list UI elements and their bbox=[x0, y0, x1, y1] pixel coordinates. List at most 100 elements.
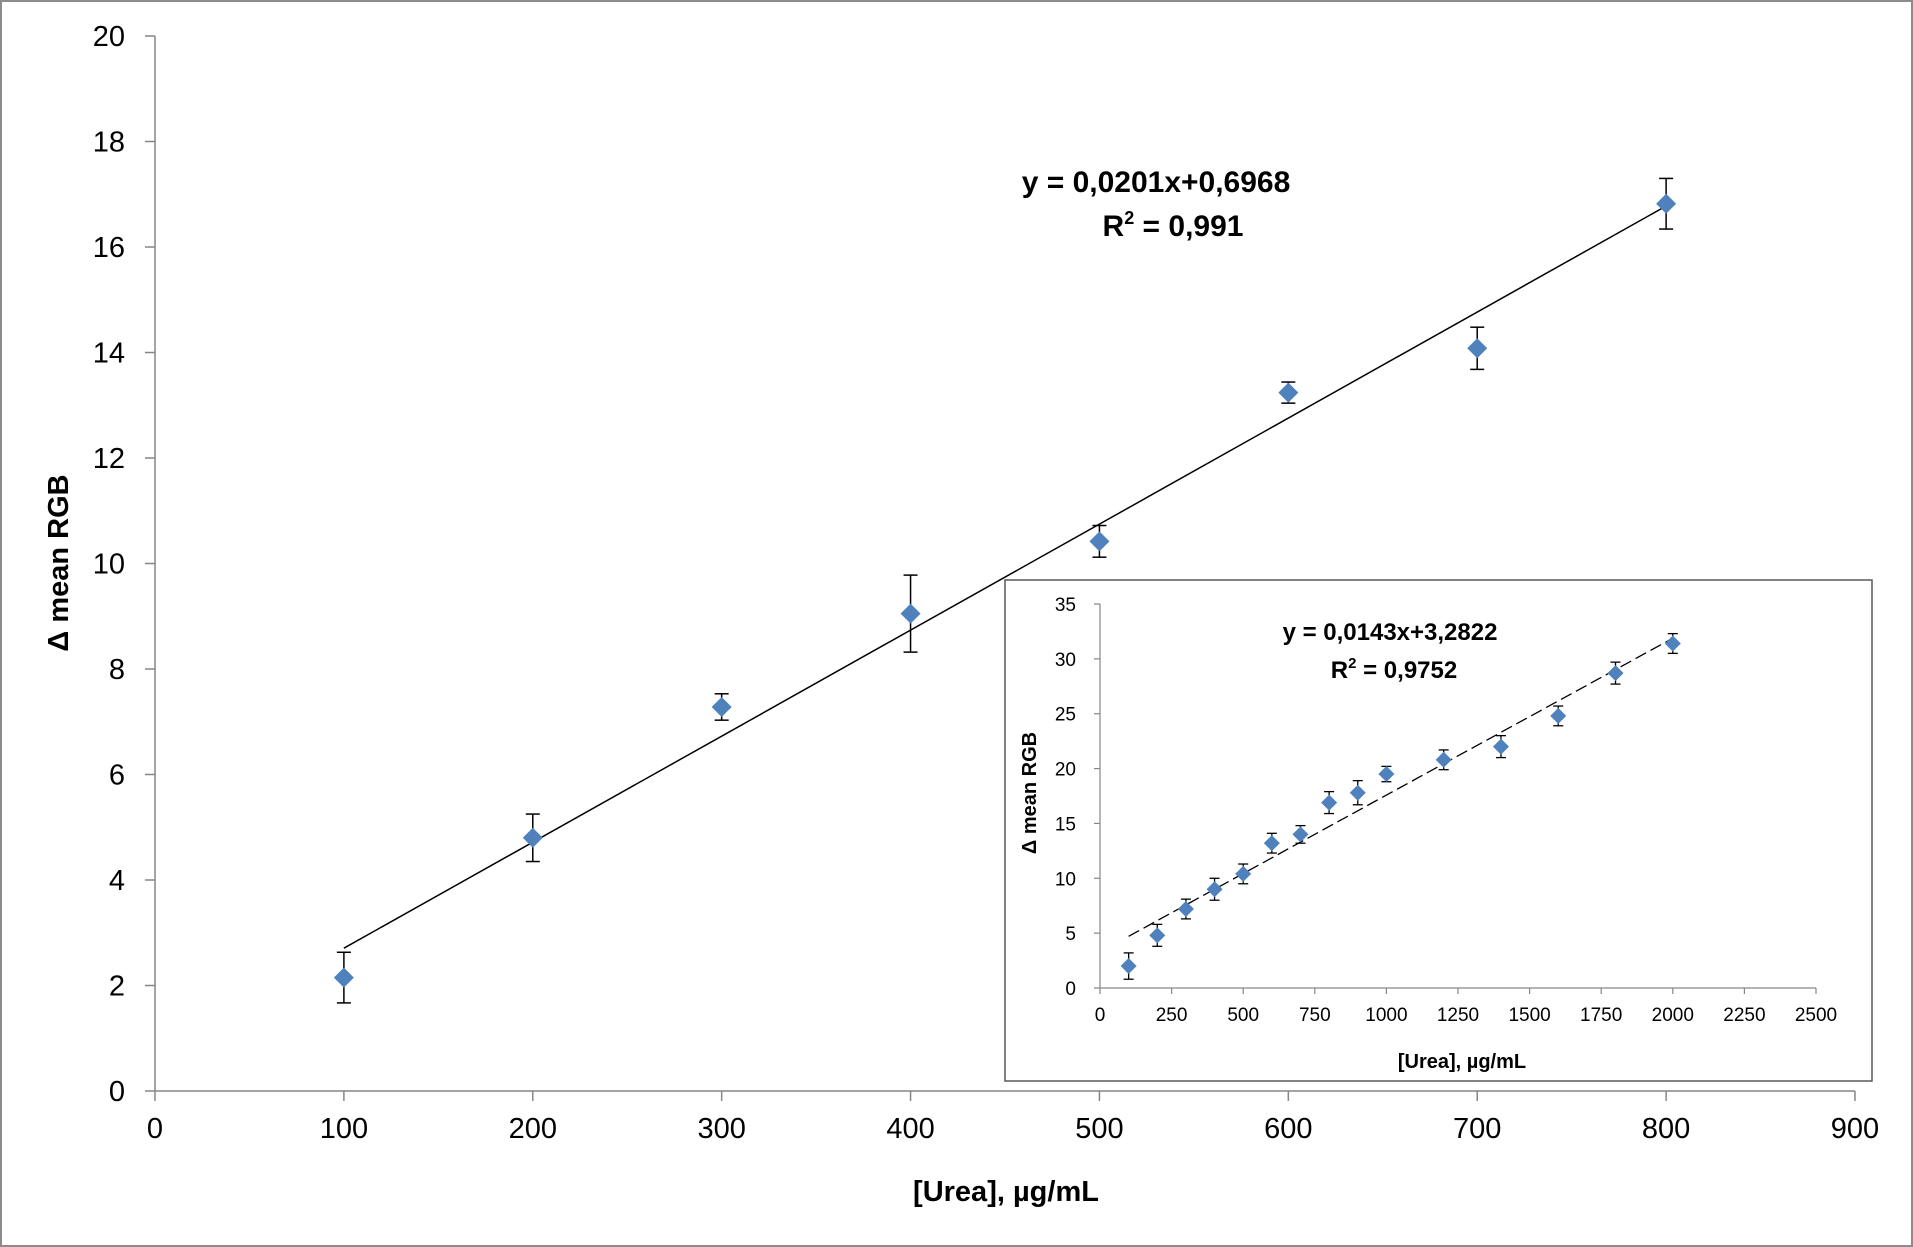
data-point bbox=[1656, 177, 1677, 230]
data-point bbox=[1550, 705, 1567, 727]
diamond-marker bbox=[1278, 382, 1299, 403]
data-point bbox=[1149, 923, 1166, 947]
diamond-marker bbox=[1656, 193, 1677, 214]
diamond-marker bbox=[333, 967, 354, 988]
inset-axes: 0 250 500 750 1000 1250 1500 1750 2000 2250 2500 0 5… bbox=[1055, 595, 1837, 1026]
data-point bbox=[333, 951, 354, 1004]
data-point bbox=[1120, 952, 1137, 980]
data-point bbox=[711, 693, 732, 721]
x-tick-label: 500 bbox=[1075, 1113, 1123, 1145]
inset-x-axis-label: [Urea], µg/mL bbox=[1398, 1051, 1526, 1073]
diamond-marker bbox=[711, 696, 732, 717]
y-tick-label: 8 bbox=[109, 654, 125, 686]
data-point bbox=[1321, 790, 1338, 815]
diamond-marker bbox=[1378, 766, 1395, 783]
x-tick-label: 1500 bbox=[1508, 1005, 1550, 1026]
data-point bbox=[522, 813, 543, 863]
y-tick-label: 6 bbox=[109, 760, 125, 792]
diamond-marker bbox=[522, 827, 543, 848]
y-tick-label: 5 bbox=[1065, 924, 1076, 945]
y-tick-label: 10 bbox=[93, 549, 125, 581]
x-tick-label: 2250 bbox=[1723, 1005, 1765, 1026]
inset-border bbox=[1004, 579, 1873, 1082]
y-tick-label: 20 bbox=[93, 21, 125, 53]
data-point bbox=[1089, 524, 1110, 558]
diamond-marker bbox=[1089, 531, 1110, 552]
diamond-marker bbox=[1467, 338, 1488, 359]
x-tick-label: 400 bbox=[886, 1113, 934, 1145]
diamond-marker bbox=[1177, 901, 1194, 918]
y-tick-label: 12 bbox=[93, 443, 125, 475]
y-tick-label: 10 bbox=[1055, 869, 1076, 890]
main-r-squared: R2 = 0,991 bbox=[1103, 208, 1244, 243]
x-tick-label: 900 bbox=[1831, 1113, 1879, 1145]
inset-data-points bbox=[1120, 632, 1681, 980]
y-tick-label: 30 bbox=[1055, 650, 1076, 671]
inset-y-axis-label: Δ mean RGB bbox=[1019, 732, 1041, 854]
diamond-marker bbox=[1120, 958, 1137, 975]
y-tick-label: 2 bbox=[109, 971, 125, 1003]
data-point bbox=[1378, 765, 1395, 783]
x-tick-label: 100 bbox=[320, 1113, 368, 1145]
data-point bbox=[1177, 898, 1194, 920]
x-tick-label: 200 bbox=[509, 1113, 557, 1145]
data-point bbox=[1349, 779, 1366, 806]
x-tick-label: 0 bbox=[147, 1113, 163, 1145]
inset-r-squared: R2 = 0,9752 bbox=[1331, 655, 1457, 684]
x-tick-label: 250 bbox=[1156, 1005, 1188, 1026]
inset-r-squared-prefix: R bbox=[1331, 657, 1348, 684]
trendline bbox=[343, 205, 1667, 949]
diamond-marker bbox=[1321, 794, 1338, 811]
diamond-marker bbox=[1607, 665, 1624, 682]
main-axes: 0 100 200 300 400 500 600 700 800 900024681012141… bbox=[93, 21, 1879, 1145]
data-point bbox=[1263, 832, 1280, 854]
data-point bbox=[1664, 632, 1681, 655]
diamond-marker bbox=[1292, 826, 1309, 843]
data-point bbox=[1492, 735, 1509, 759]
data-point bbox=[1292, 824, 1309, 844]
diamond-marker bbox=[1349, 784, 1366, 801]
diamond-marker bbox=[1550, 707, 1567, 724]
diamond-marker bbox=[1263, 835, 1280, 852]
x-tick-label: 2000 bbox=[1652, 1005, 1694, 1026]
diamond-marker bbox=[1206, 881, 1223, 898]
main-plot: 0 100 200 300 400 500 600 700 800 900024681012141… bbox=[43, 21, 1879, 1208]
y-tick-label: 25 bbox=[1055, 705, 1076, 726]
x-tick-label: 0 bbox=[1095, 1005, 1106, 1026]
x-tick-label: 1000 bbox=[1365, 1005, 1407, 1026]
diamond-marker bbox=[1435, 751, 1452, 768]
y-tick-label: 4 bbox=[109, 865, 125, 897]
y-tick-label: 15 bbox=[1055, 814, 1076, 835]
diamond-marker bbox=[900, 603, 921, 624]
x-tick-label: 700 bbox=[1453, 1113, 1501, 1145]
y-tick-label: 20 bbox=[1055, 760, 1076, 781]
main-r-squared-value: = 0,991 bbox=[1134, 210, 1243, 243]
main-trendline-group bbox=[343, 205, 1667, 949]
main-x-axis-label: [Urea], µg/mL bbox=[913, 1176, 1099, 1208]
data-point bbox=[1467, 326, 1488, 371]
y-tick-label: 35 bbox=[1055, 595, 1076, 616]
x-tick-label: 800 bbox=[1642, 1113, 1690, 1145]
data-point bbox=[1278, 381, 1299, 404]
y-tick-label: 14 bbox=[93, 338, 125, 370]
data-point bbox=[1435, 749, 1452, 771]
x-tick-label: 750 bbox=[1299, 1005, 1331, 1026]
data-point bbox=[1235, 863, 1252, 885]
x-tick-label: 1750 bbox=[1580, 1005, 1622, 1026]
inset-r-squared-value: = 0,9752 bbox=[1356, 657, 1457, 684]
main-equation: y = 0,0201x+0,6968 bbox=[1022, 166, 1291, 199]
main-y-axis-label: Δ mean RGB bbox=[43, 474, 75, 651]
main-r-squared-exp: 2 bbox=[1124, 208, 1134, 228]
x-tick-label: 300 bbox=[697, 1113, 745, 1145]
diamond-marker bbox=[1149, 927, 1166, 944]
diamond-marker bbox=[1235, 865, 1252, 882]
x-tick-label: 1250 bbox=[1437, 1005, 1479, 1026]
y-tick-label: 0 bbox=[109, 1076, 125, 1108]
main-r-squared-prefix: R bbox=[1103, 210, 1125, 243]
data-point bbox=[1206, 877, 1223, 901]
main-data-points bbox=[333, 177, 1677, 1004]
y-tick-label: 16 bbox=[93, 232, 125, 264]
y-tick-label: 0 bbox=[1065, 979, 1076, 1000]
inset-plot: 0 250 500 750 1000 1250 1500 1750 2000 2250 2500 0 5… bbox=[1004, 579, 1873, 1082]
